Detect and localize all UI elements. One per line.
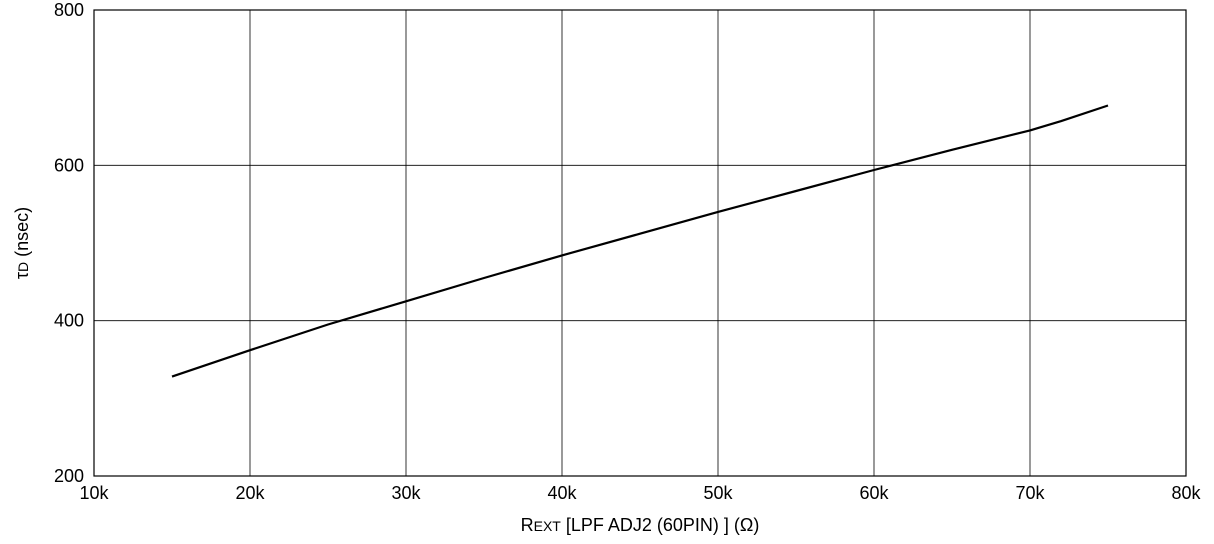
y-tick-label: 800 [54, 0, 84, 20]
series-line [171, 104, 1109, 378]
y-tick-label: 200 [54, 466, 84, 486]
x-tick-labels: 10k 20k 30k 40k 50k 60k 70k 80k [79, 483, 1201, 503]
y-tick-label: 400 [54, 311, 84, 331]
x-axis-label-main: R [521, 515, 534, 535]
x-tick-label: 30k [391, 483, 421, 503]
y-axis-label-rest: (nsec) [12, 207, 32, 262]
x-axis-label: REXT [LPF ADJ2 (60PIN) ] (Ω) [521, 515, 760, 535]
x-tick-label: 70k [1015, 483, 1045, 503]
x-tick-label: 20k [235, 483, 265, 503]
x-tick-label: 60k [859, 483, 889, 503]
x-tick-label: 80k [1171, 483, 1201, 503]
y-axis-label: τD (nsec) [12, 207, 32, 279]
grid-lines [93, 9, 1187, 477]
x-axis-label-sub: EXT [534, 518, 562, 534]
y-axis-label-tau: τ [12, 272, 32, 279]
y-tick-labels: 200 400 600 800 [54, 0, 84, 486]
plot-frame [93, 9, 1187, 477]
x-tick-label: 10k [79, 483, 109, 503]
y-tick-label: 600 [54, 155, 84, 175]
x-axis-label-rest: [LPF ADJ2 (60PIN) ] (Ω) [561, 515, 760, 535]
series-group [171, 104, 1109, 378]
x-tick-label: 50k [703, 483, 733, 503]
x-tick-label: 40k [547, 483, 577, 503]
y-axis-label-sub: D [15, 262, 31, 272]
